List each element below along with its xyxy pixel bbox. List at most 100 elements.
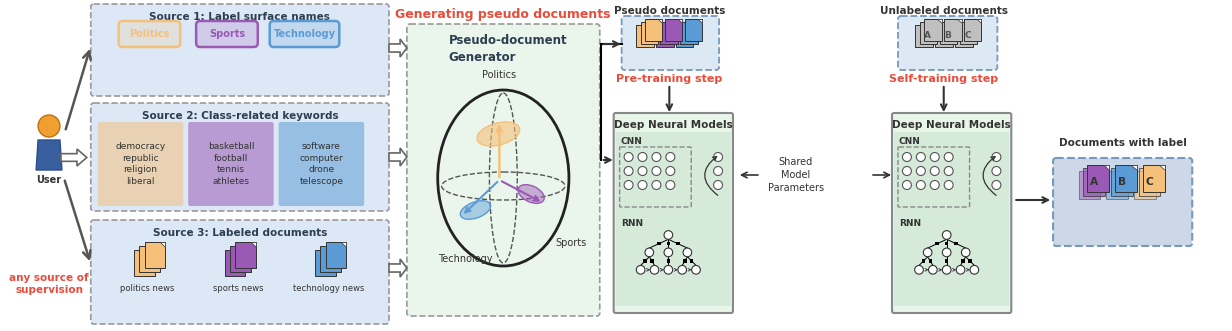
Circle shape xyxy=(678,265,686,274)
FancyBboxPatch shape xyxy=(614,113,733,313)
Text: Pseudo documents: Pseudo documents xyxy=(614,6,724,16)
Circle shape xyxy=(650,265,659,274)
Circle shape xyxy=(961,248,970,257)
Circle shape xyxy=(992,180,1000,190)
Bar xyxy=(922,260,925,263)
Circle shape xyxy=(664,248,673,257)
Text: Technology: Technology xyxy=(274,29,335,39)
Text: C: C xyxy=(965,30,971,39)
Circle shape xyxy=(665,180,675,190)
Polygon shape xyxy=(674,22,678,26)
FancyBboxPatch shape xyxy=(188,122,274,206)
FancyBboxPatch shape xyxy=(894,214,1009,306)
Polygon shape xyxy=(689,25,694,30)
Circle shape xyxy=(914,265,923,274)
Polygon shape xyxy=(330,250,336,255)
Bar xyxy=(676,242,680,246)
Bar xyxy=(955,242,958,246)
Circle shape xyxy=(903,153,912,162)
Polygon shape xyxy=(678,19,683,23)
Text: sports news: sports news xyxy=(213,284,264,293)
Polygon shape xyxy=(1083,168,1105,196)
Text: Unlabeled documents: Unlabeled documents xyxy=(880,6,1008,16)
Circle shape xyxy=(652,166,660,175)
Bar xyxy=(945,242,949,246)
Polygon shape xyxy=(389,39,407,57)
Circle shape xyxy=(917,166,925,175)
Polygon shape xyxy=(658,19,663,23)
Polygon shape xyxy=(1115,165,1137,192)
Circle shape xyxy=(713,153,722,162)
Text: B: B xyxy=(1117,177,1126,187)
Polygon shape xyxy=(250,242,256,247)
Polygon shape xyxy=(240,250,245,255)
Text: User: User xyxy=(37,175,62,185)
Polygon shape xyxy=(949,25,952,30)
Polygon shape xyxy=(644,19,663,41)
Polygon shape xyxy=(654,22,658,26)
Circle shape xyxy=(637,265,646,274)
Polygon shape xyxy=(694,22,697,26)
Circle shape xyxy=(638,153,647,162)
Circle shape xyxy=(970,265,978,274)
Polygon shape xyxy=(935,25,952,47)
Text: basketball
football
tennis
athletes: basketball football tennis athletes xyxy=(208,142,254,186)
Polygon shape xyxy=(320,246,341,272)
FancyBboxPatch shape xyxy=(622,16,719,70)
Bar xyxy=(945,260,949,263)
Polygon shape xyxy=(1122,171,1129,177)
Polygon shape xyxy=(235,242,256,268)
FancyBboxPatch shape xyxy=(892,113,1011,313)
Text: any source of
supervision: any source of supervision xyxy=(9,273,89,295)
Polygon shape xyxy=(139,246,160,272)
Polygon shape xyxy=(680,22,697,44)
Circle shape xyxy=(625,180,633,190)
FancyBboxPatch shape xyxy=(270,21,339,47)
Ellipse shape xyxy=(477,122,520,146)
Text: Generating pseudo documents: Generating pseudo documents xyxy=(394,8,610,21)
Polygon shape xyxy=(977,19,982,23)
FancyBboxPatch shape xyxy=(196,21,257,47)
Polygon shape xyxy=(1138,168,1161,196)
Polygon shape xyxy=(150,250,155,255)
Polygon shape xyxy=(1111,168,1132,196)
Bar xyxy=(650,260,654,263)
Bar xyxy=(690,260,694,263)
Ellipse shape xyxy=(519,185,545,203)
Polygon shape xyxy=(676,25,694,47)
Polygon shape xyxy=(160,242,165,247)
Polygon shape xyxy=(36,140,62,170)
Polygon shape xyxy=(1088,165,1109,192)
Polygon shape xyxy=(134,250,155,276)
FancyBboxPatch shape xyxy=(91,103,389,211)
Polygon shape xyxy=(1095,171,1100,177)
Circle shape xyxy=(903,180,912,190)
Bar xyxy=(683,260,686,263)
Circle shape xyxy=(903,166,912,175)
Polygon shape xyxy=(952,22,957,26)
Text: Source 1: Label surface names: Source 1: Label surface names xyxy=(149,12,330,22)
Circle shape xyxy=(713,180,722,190)
Circle shape xyxy=(691,265,700,274)
Polygon shape xyxy=(929,25,933,30)
Circle shape xyxy=(942,265,951,274)
Circle shape xyxy=(664,231,673,239)
Circle shape xyxy=(942,248,951,257)
Circle shape xyxy=(917,180,925,190)
Circle shape xyxy=(929,265,938,274)
Circle shape xyxy=(956,265,965,274)
FancyBboxPatch shape xyxy=(118,21,180,47)
Polygon shape xyxy=(341,242,346,247)
Circle shape xyxy=(683,248,691,257)
Polygon shape xyxy=(960,22,977,44)
Circle shape xyxy=(944,153,954,162)
Text: A: A xyxy=(1089,177,1098,187)
Text: B: B xyxy=(944,30,951,39)
Text: Deep Neural Models: Deep Neural Models xyxy=(614,120,733,130)
Text: RNN: RNN xyxy=(621,219,643,228)
Bar xyxy=(935,242,939,246)
Polygon shape xyxy=(1127,168,1132,173)
Polygon shape xyxy=(915,25,933,47)
Text: Politics: Politics xyxy=(129,29,170,39)
Text: software
computer
drone
telescope: software computer drone telescope xyxy=(299,142,344,186)
